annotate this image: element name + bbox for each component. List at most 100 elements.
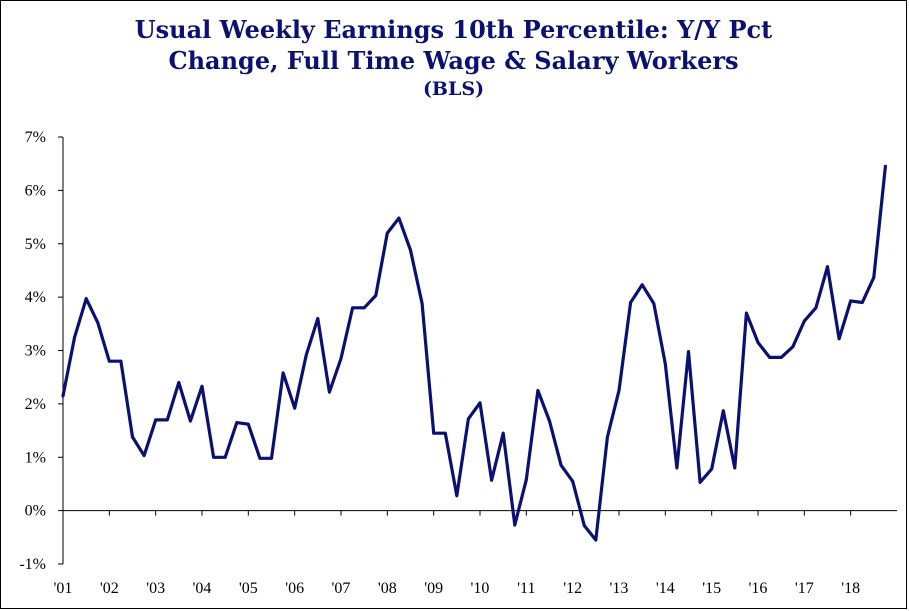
y-tick-label: 5%	[25, 236, 46, 253]
data-point	[212, 455, 216, 459]
data-point	[385, 231, 389, 235]
data-point	[374, 294, 378, 297]
data-point	[142, 454, 146, 457]
data-point	[467, 417, 470, 421]
data-point	[223, 455, 227, 459]
chart-title: Usual Weekly Earnings 10th Percentile: Y…	[0, 14, 907, 103]
data-point	[119, 359, 123, 363]
x-tick-label: '03	[146, 580, 165, 597]
data-point	[802, 319, 806, 323]
data-point	[246, 422, 250, 426]
data-point	[478, 401, 482, 405]
data-point	[872, 276, 876, 279]
data-point	[884, 165, 887, 168]
data-point	[536, 389, 540, 392]
data-point	[490, 478, 493, 482]
x-tick-label: '18	[841, 580, 860, 597]
y-tick-label: 2%	[25, 396, 46, 413]
data-point	[432, 431, 436, 435]
data-point	[189, 419, 192, 423]
data-point	[571, 479, 575, 483]
data-point	[721, 409, 725, 413]
data-point	[455, 494, 459, 498]
x-tick-label: '15	[702, 580, 721, 597]
chart-subtitle: (BLS)	[422, 78, 485, 100]
data-point	[687, 350, 690, 353]
data-point	[594, 538, 598, 542]
data-point	[733, 466, 737, 470]
data-point	[768, 356, 771, 359]
data-point	[640, 283, 644, 287]
data-point	[698, 480, 702, 484]
data-point	[131, 435, 134, 439]
y-tick-label: 3%	[25, 343, 46, 360]
y-tick-label: 4%	[25, 289, 46, 306]
x-tick-label: '14	[656, 580, 675, 597]
data-point	[745, 311, 748, 315]
axes	[58, 136, 897, 565]
data-point	[235, 421, 239, 424]
data-point	[177, 381, 181, 384]
x-tick-label: '04	[193, 580, 212, 597]
tick-labels: 7% 6% 5% 4% 3% 2% 1% 0% -1% '01 '02 '03 '04 '05 '06 '07…	[19, 129, 860, 597]
data-point	[84, 297, 88, 301]
data-point	[826, 265, 829, 269]
data-point	[96, 321, 100, 325]
data-point	[663, 362, 667, 366]
data-point	[351, 306, 354, 310]
x-tick-label: '08	[378, 580, 397, 597]
data-point	[200, 384, 204, 388]
x-tick-label: '16	[749, 580, 768, 597]
x-tick-label: '09	[424, 580, 443, 597]
series-line	[61, 164, 888, 542]
data-point	[837, 337, 841, 341]
data-point	[606, 435, 609, 439]
data-point	[362, 306, 366, 310]
x-tick-label: '17	[795, 580, 814, 597]
data-point	[304, 353, 308, 357]
data-point	[629, 301, 632, 304]
data-point	[559, 463, 563, 467]
y-tick-label: 6%	[25, 182, 46, 199]
data-point	[339, 357, 343, 360]
data-point	[316, 317, 320, 320]
x-tick-label: '01	[54, 580, 73, 597]
chart-title-line-1: Usual Weekly Earnings 10th Percentile: Y…	[134, 15, 773, 44]
data-point	[617, 389, 621, 392]
y-tick-label: -1%	[19, 556, 46, 573]
y-tick-label: 7%	[25, 129, 46, 146]
data-point	[397, 216, 401, 220]
data-point	[328, 390, 331, 394]
series-layer	[61, 164, 888, 542]
data-point	[652, 302, 656, 305]
data-point	[513, 523, 517, 527]
data-point	[791, 345, 795, 349]
x-tick-label: '10	[471, 580, 490, 597]
y-tick-label: 0%	[25, 503, 46, 520]
data-point	[443, 431, 447, 435]
data-point	[710, 467, 714, 471]
x-tick-label: '13	[610, 580, 629, 597]
data-point	[409, 248, 412, 252]
data-point	[756, 341, 760, 344]
data-point	[270, 456, 273, 460]
data-point	[420, 302, 424, 305]
chart-title-line-2: Change, Full Time Wage & Salary Workers	[168, 46, 739, 75]
data-point	[107, 359, 111, 363]
data-point	[860, 301, 864, 304]
data-point	[582, 524, 586, 527]
data-point	[281, 371, 285, 375]
x-tick-label: '05	[239, 580, 258, 597]
data-point	[73, 335, 76, 339]
data-point	[675, 466, 679, 470]
data-point	[501, 431, 505, 435]
data-point	[154, 418, 158, 422]
x-tick-label: '11	[517, 580, 535, 597]
data-point	[524, 478, 528, 482]
data-point	[61, 394, 65, 398]
x-tick-label: '06	[285, 580, 304, 597]
data-point	[814, 306, 818, 310]
data-point	[779, 356, 783, 359]
